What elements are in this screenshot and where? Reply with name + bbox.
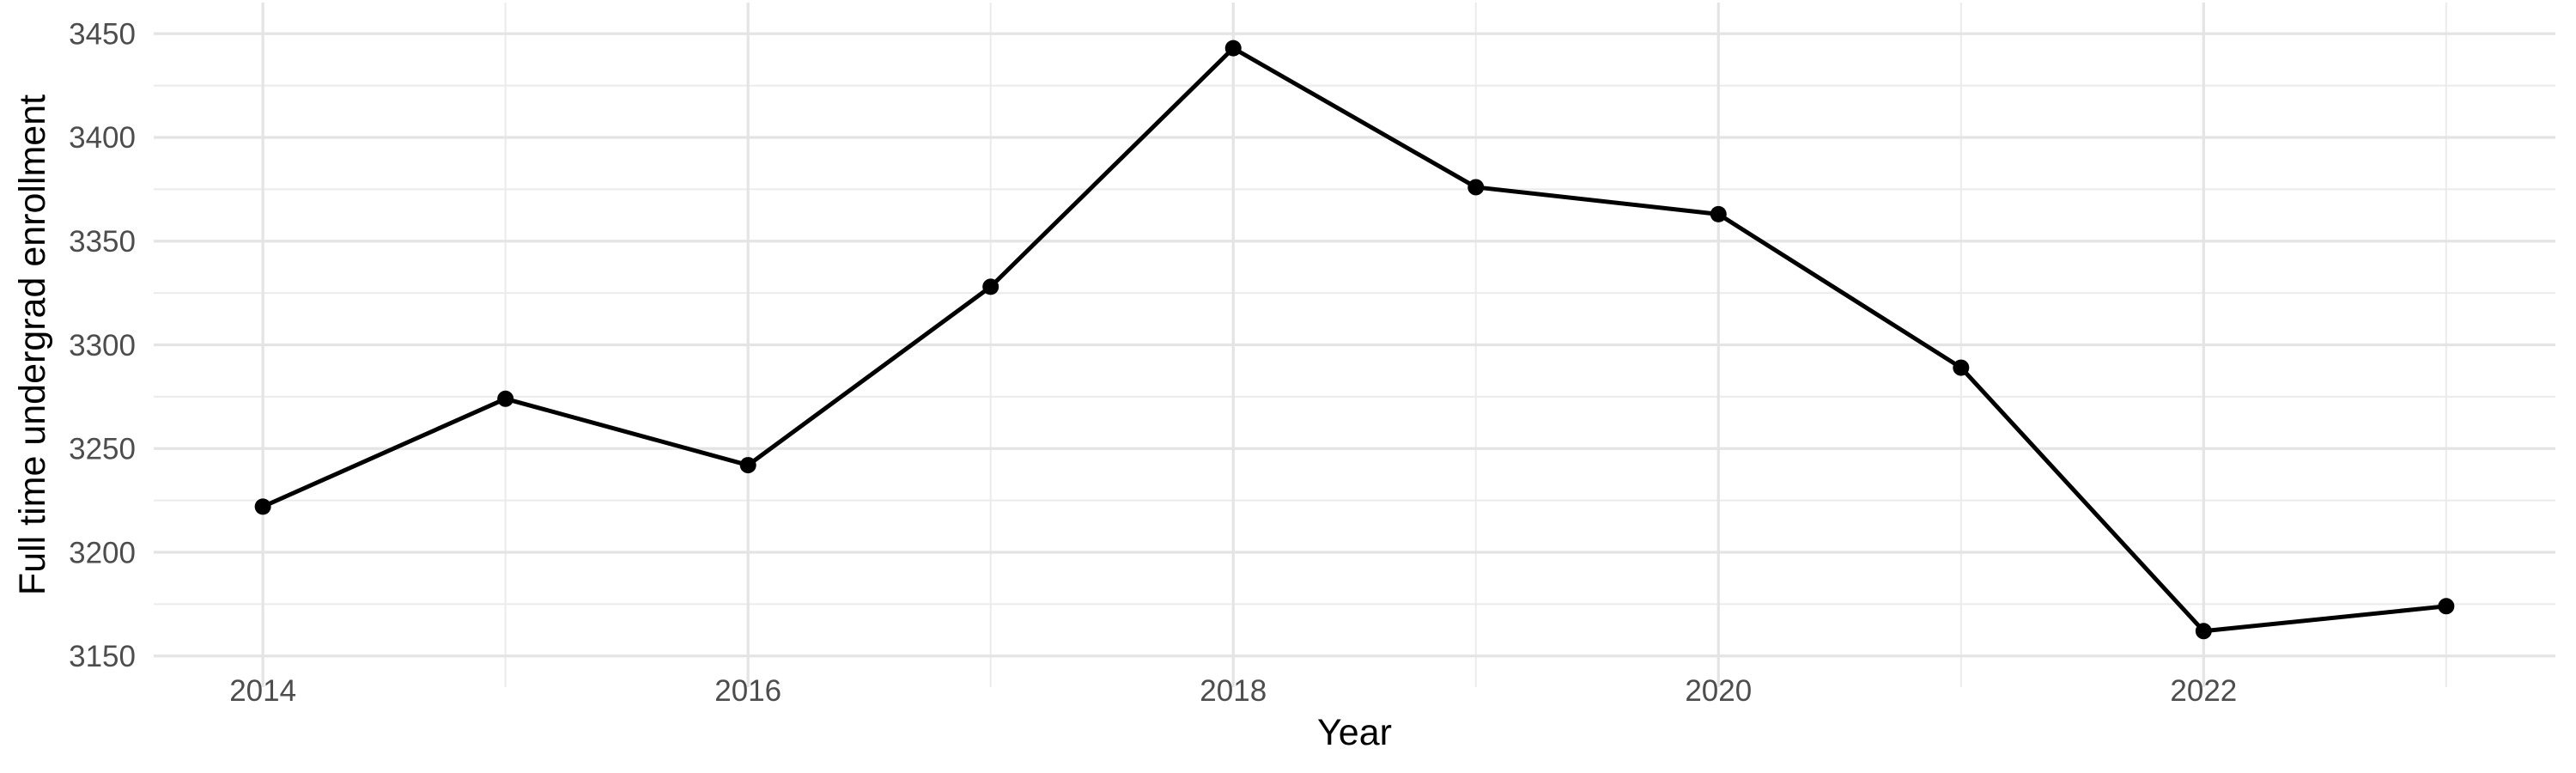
x-tick-label-2022: 2022: [2170, 674, 2237, 708]
y-tick-label-3350: 3350: [69, 225, 136, 259]
y-axis-tick-labels: 3150 3200 3250 3300 3350 3400 3450: [69, 17, 136, 673]
data-points: [254, 40, 2455, 640]
y-axis-title: Full time undergrad enrollment: [12, 94, 53, 595]
y-tick-label-3150: 3150: [69, 640, 136, 673]
x-tick-label-2016: 2016: [714, 674, 781, 708]
data-point-2015: [497, 390, 514, 407]
x-tick-label-2018: 2018: [1200, 674, 1267, 708]
data-point-2022: [2195, 623, 2212, 640]
data-point-2021: [1953, 359, 1970, 376]
x-tick-label-2014: 2014: [229, 674, 296, 708]
y-tick-label-3450: 3450: [69, 17, 136, 51]
y-tick-label-3200: 3200: [69, 536, 136, 569]
data-point-2023: [2438, 598, 2455, 615]
y-tick-label-3300: 3300: [69, 329, 136, 362]
data-point-2019: [1467, 179, 1485, 196]
data-point-2018: [1224, 40, 1242, 57]
major-gridlines: [154, 3, 2555, 687]
x-tick-label-2020: 2020: [1685, 674, 1752, 708]
enrollment-trend-line: [260, 46, 2449, 634]
y-tick-label-3250: 3250: [69, 433, 136, 466]
data-point-2020: [1710, 205, 1727, 222]
minor-gridlines: [154, 3, 2555, 687]
x-axis-title: Year: [1317, 712, 1392, 753]
data-point-2014: [254, 498, 271, 515]
y-tick-label-3400: 3400: [69, 121, 136, 155]
data-point-2017: [982, 278, 999, 295]
x-axis-tick-labels: 2014 2016 2018 2020 2022: [229, 674, 2237, 708]
data-point-2016: [739, 457, 756, 474]
